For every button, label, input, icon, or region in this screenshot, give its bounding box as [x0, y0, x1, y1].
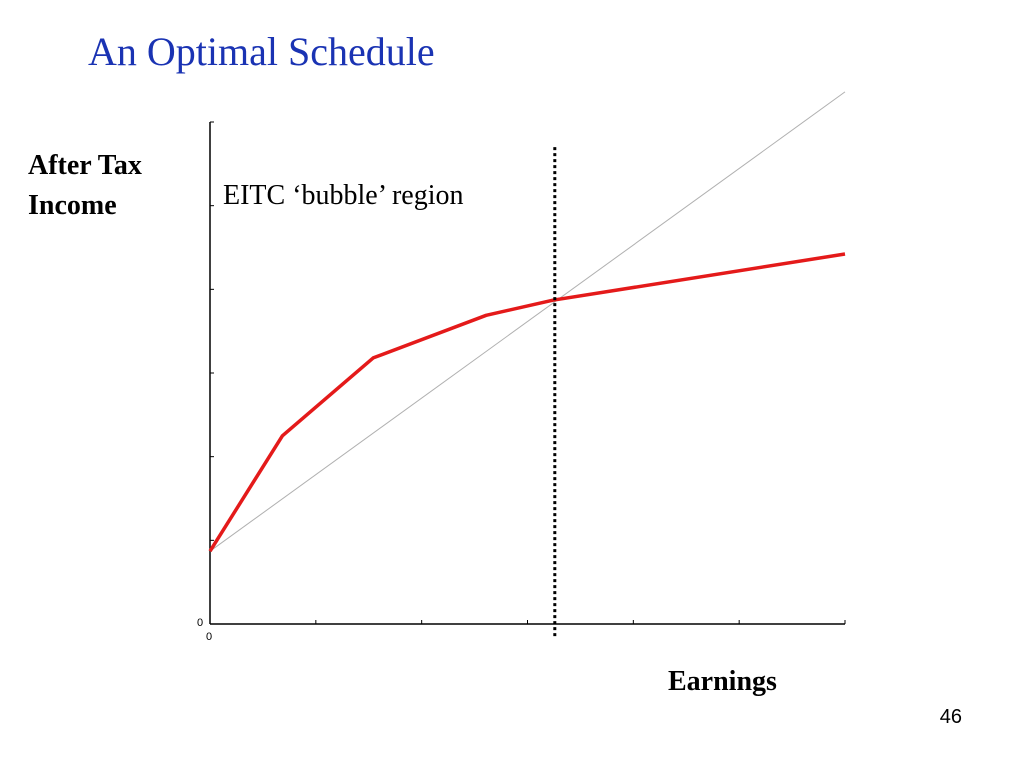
chart-axes — [209, 121, 846, 625]
y-axis-label: After Tax Income — [28, 146, 142, 226]
page-number: 46 — [939, 706, 962, 728]
bubble-region-annotation: EITC ‘bubble’ region — [223, 180, 464, 211]
slide-title: An Optimal Schedule — [88, 29, 435, 74]
y-axis-label-line-1: After Tax — [28, 150, 142, 181]
optimal-schedule-line — [208, 252, 846, 553]
chart-series — [208, 91, 846, 553]
forty-five-degree-line — [209, 91, 846, 552]
x-tick-label-zero: 0 — [206, 631, 213, 643]
y-tick-label-zero: 0 — [197, 617, 204, 629]
x-axis-label: Earnings — [668, 666, 777, 697]
y-axis-label-line-2: Income — [28, 190, 117, 221]
